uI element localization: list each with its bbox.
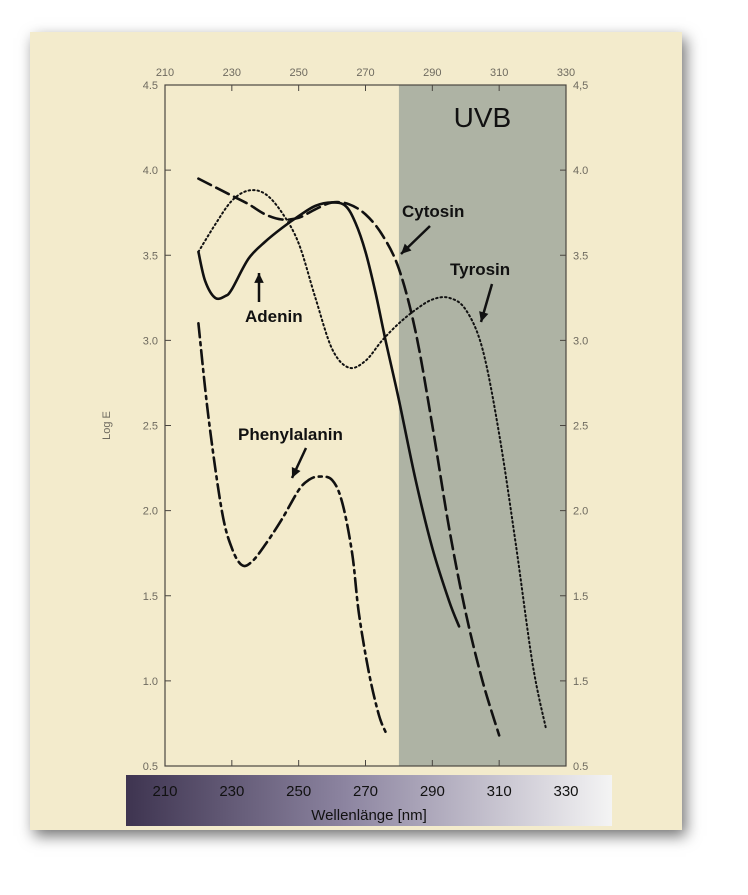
x-tick-label-bottom: 230 <box>219 783 244 800</box>
y-tick-label-right: 3.5 <box>573 250 588 262</box>
uvb-label: UVB <box>454 102 512 133</box>
y-tick-label-left: 1.0 <box>143 676 158 688</box>
x-tick-label-top: 310 <box>490 67 508 79</box>
series-line-tyrosin <box>197 189 547 730</box>
arrowhead-adenin <box>254 273 264 283</box>
annotation-phenylalanin: Phenylalanin <box>238 425 343 444</box>
arrowhead-tyrosin <box>479 311 489 322</box>
x-tick-label-bottom: 310 <box>487 783 512 800</box>
y-tick-label-right: 1.5 <box>573 676 588 688</box>
series-line-phenylalanin <box>197 322 387 734</box>
x-tick-label-top: 330 <box>557 67 575 79</box>
y-axis-label: Log E <box>101 411 113 440</box>
x-tick-label-top: 270 <box>356 67 374 79</box>
y-tick-label-left: 4.0 <box>143 165 158 177</box>
series-line-cytosin <box>197 177 501 737</box>
y-tick-label-left: 2.0 <box>143 506 158 518</box>
arrowhead-cytosin <box>401 243 412 254</box>
x-tick-label-top: 290 <box>423 67 441 79</box>
uv-absorption-chart: UVB 210 230 250 270 290 310 330 0.5 0.5 1.0 1.5 1.5… <box>101 67 612 826</box>
x-tick-label-top: 250 <box>289 67 307 79</box>
x-tick-label-bottom: 270 <box>353 783 378 800</box>
y-tick-label-left: 4.5 <box>143 80 158 92</box>
x-axis-label: Wellenlänge [nm] <box>311 807 427 824</box>
x-tick-label-bottom: 290 <box>420 783 445 800</box>
y-tick-label-left: 0.5 <box>143 761 158 773</box>
y-tick-label-left: 1.5 <box>143 591 158 603</box>
y-tick-label-right: 1.5 <box>573 591 588 603</box>
x-tick-label-top: 210 <box>156 67 174 79</box>
uvb-region <box>398 85 566 766</box>
x-tick-label-bottom: 210 <box>152 783 177 800</box>
wavelength-axis-bar <box>126 775 612 826</box>
y-tick-label-right: 3.0 <box>573 335 588 347</box>
y-tick-label-left: 2.5 <box>143 421 158 433</box>
annotation-cytosin: Cytosin <box>402 202 464 221</box>
x-tick-label-top: 230 <box>223 67 241 79</box>
y-tick-label-right: 2.5 <box>573 421 588 433</box>
y-tick-label-right: 4.0 <box>573 165 588 177</box>
x-tick-label-bottom: 250 <box>286 783 311 800</box>
arrowhead-phenylalanin <box>291 467 301 478</box>
y-tick-label-right: 2.0 <box>573 506 588 518</box>
x-tick-label-bottom: 330 <box>553 783 578 800</box>
annotation-tyrosin: Tyrosin <box>450 260 510 279</box>
y-tick-label-right: 0.5 <box>573 761 588 773</box>
figure-card: UVB 210 230 250 270 290 310 330 0.5 0.5 1.0 1.5 1.5… <box>30 32 682 830</box>
y-tick-label-left: 3.5 <box>143 250 158 262</box>
y-tick-label-left: 3.0 <box>143 335 158 347</box>
annotation-adenin: Adenin <box>245 307 303 326</box>
y-tick-label-right: 4,5 <box>573 80 588 92</box>
